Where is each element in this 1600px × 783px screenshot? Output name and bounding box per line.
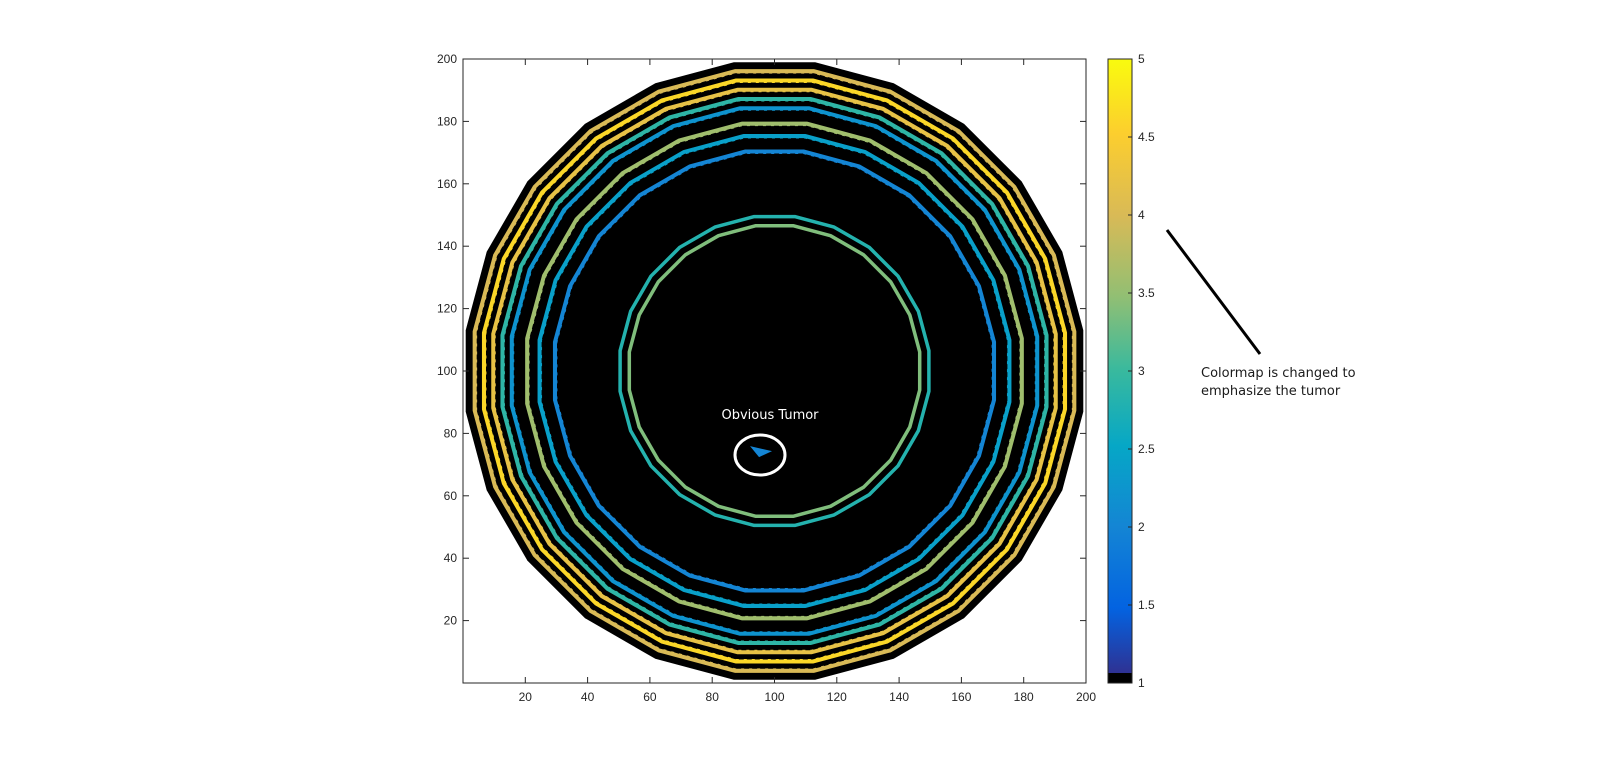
y-tick-label: 200 <box>437 52 457 66</box>
x-tick-label: 180 <box>1014 690 1034 704</box>
contour-ring <box>552 149 997 593</box>
colorbar-tick-label: 3.5 <box>1138 286 1155 300</box>
y-tick-label: 140 <box>437 239 457 253</box>
y-tick-label: 100 <box>437 364 457 378</box>
y-tick-label: 60 <box>444 489 458 503</box>
colorbar-ticks: 1 1.5 2 2.5 3 3.5 4 4.5 5 <box>1128 52 1155 690</box>
x-tick-label: 100 <box>764 690 784 704</box>
contour-ring <box>491 87 1058 655</box>
tumor-highlight-circle <box>733 433 787 477</box>
x-tick-label: 200 <box>1076 690 1096 704</box>
contour-ring <box>509 106 1040 636</box>
contour-ring <box>537 134 1012 608</box>
x-tick-label: 80 <box>706 690 720 704</box>
x-tick-label: 20 <box>519 690 533 704</box>
contour-ring <box>525 121 1024 621</box>
x-tick-label: 40 <box>581 690 595 704</box>
contour-ring <box>500 96 1049 646</box>
y-tick-label: 20 <box>444 614 458 628</box>
contour-ring-edge <box>495 91 1054 651</box>
contour-ring-edge <box>513 110 1036 632</box>
colormap-note: Colormap is changed to emphasize the tum… <box>1201 366 1360 399</box>
y-tick-label: 180 <box>437 114 457 128</box>
y-tick-label: 120 <box>437 302 457 316</box>
colorbar-tick-label: 3 <box>1138 364 1145 378</box>
colorbar-tick-label: 1.5 <box>1138 598 1155 612</box>
colorbar-tick-label: 5 <box>1138 52 1145 66</box>
colormap-note-line-1: Colormap is changed to <box>1201 366 1356 381</box>
tumor-region <box>750 446 773 458</box>
x-tick-label: 60 <box>643 690 657 704</box>
contour-ring <box>472 69 1077 673</box>
contour-ring-edge <box>529 125 1020 617</box>
colorbar-tick-label: 2.5 <box>1138 442 1155 456</box>
annotation-pointer-line <box>1165 229 1262 355</box>
contour-ring-edge <box>476 73 1073 669</box>
contour-ring-edge <box>541 138 1008 604</box>
contour-outer-disk <box>465 62 1084 680</box>
y-tick-label: 40 <box>444 551 458 565</box>
contour-ring <box>618 214 931 528</box>
colorbar-tick-label: 1 <box>1138 676 1145 690</box>
y-tick-label: 160 <box>437 177 457 191</box>
contour-ring <box>627 224 922 518</box>
colorbar-tick-label: 2 <box>1138 520 1145 534</box>
colorbar-tick-label: 4.5 <box>1138 130 1155 144</box>
axis-ticks: 20 40 60 80 100 120 140 160 180 200 20 40 60 80 100 120… <box>437 52 1096 704</box>
contour-ring <box>481 78 1068 664</box>
y-tick-label: 80 <box>444 426 458 440</box>
x-tick-label: 140 <box>889 690 909 704</box>
colormap-note-line-2: emphasize the tumor <box>1201 384 1341 399</box>
x-tick-label: 160 <box>951 690 971 704</box>
colorbar-low-band <box>1108 673 1132 683</box>
x-tick-label: 120 <box>827 690 847 704</box>
contour-ring-edge <box>504 101 1045 641</box>
tumor-label: Obvious Tumor <box>721 408 819 423</box>
colorbar-tick-label: 4 <box>1138 208 1145 222</box>
contour-ring-edge <box>557 153 992 589</box>
contour-layer <box>465 62 1084 680</box>
